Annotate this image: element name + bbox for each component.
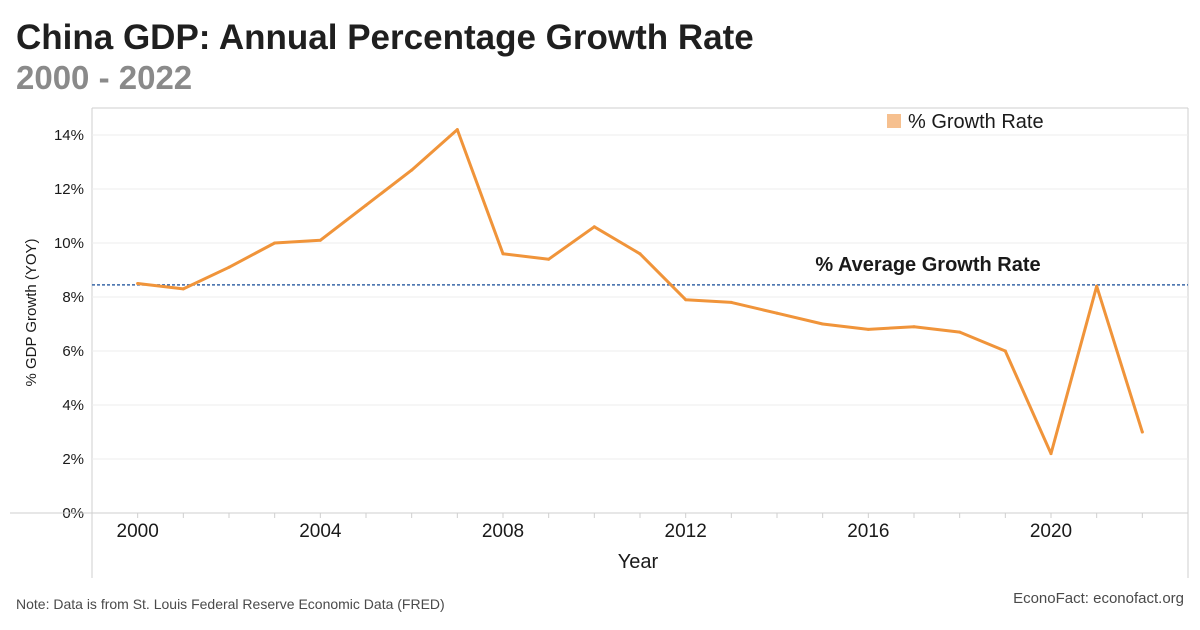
growth-rate-data-point	[455, 128, 459, 132]
growth-rate-data-point	[1049, 452, 1053, 456]
growth-rate-data-point	[775, 311, 779, 315]
legend-label: % Growth Rate	[908, 111, 1044, 133]
growth-rate-data-point	[318, 238, 322, 242]
growth-rate-data-point	[684, 298, 688, 302]
x-axis-title: Year	[618, 551, 659, 573]
growth-rate-data-point	[592, 225, 596, 229]
growth-rate-data-point	[410, 168, 414, 172]
econofact-credit: EconoFact: econofact.org	[1013, 590, 1184, 607]
y-tick-label: 10%	[54, 235, 84, 252]
y-tick-label: 2%	[62, 451, 84, 468]
data-source-note: Note: Data is from St. Louis Federal Res…	[16, 596, 445, 612]
y-tick-label: 6%	[62, 343, 84, 360]
growth-rate-data-point	[227, 265, 231, 269]
growth-rate-data-point	[273, 241, 277, 245]
legend-swatch	[887, 114, 901, 128]
growth-rate-data-point	[958, 330, 962, 334]
growth-rate-data-point	[729, 300, 733, 304]
y-tick-label: 4%	[62, 397, 84, 414]
x-tick-label: 2020	[1030, 521, 1072, 542]
growth-rate-data-point	[181, 287, 185, 291]
growth-rate-data-point	[136, 282, 140, 285]
growth-rate-data-point	[1140, 430, 1144, 434]
growth-rate-data-point	[821, 322, 825, 326]
growth-rate-data-point	[364, 203, 368, 207]
growth-rate-data-point	[638, 252, 642, 256]
x-tick-label: 2012	[665, 521, 707, 542]
y-tick-label: 12%	[54, 181, 84, 198]
chart-title: China GDP: Annual Percentage Growth Rate	[16, 18, 754, 57]
y-tick-label: 8%	[62, 289, 84, 306]
growth-rate-data-point	[501, 252, 505, 256]
growth-rate-data-point	[1003, 349, 1007, 353]
x-tick-label: 2000	[117, 521, 159, 542]
growth-rate-data-point	[547, 257, 551, 261]
x-tick-label: 2016	[847, 521, 889, 542]
growth-rate-data-point	[1095, 284, 1099, 288]
average-growth-label: % Average Growth Rate	[815, 254, 1040, 276]
y-tick-label: 14%	[54, 127, 84, 144]
x-tick-label: 2008	[482, 521, 524, 542]
growth-rate-data-point	[912, 325, 916, 329]
chart-subtitle: 2000 - 2022	[16, 59, 193, 96]
x-tick-label: 2004	[299, 521, 342, 542]
y-axis-title: % GDP Growth (YOY)	[23, 238, 40, 386]
growth-rate-data-point	[866, 327, 870, 331]
